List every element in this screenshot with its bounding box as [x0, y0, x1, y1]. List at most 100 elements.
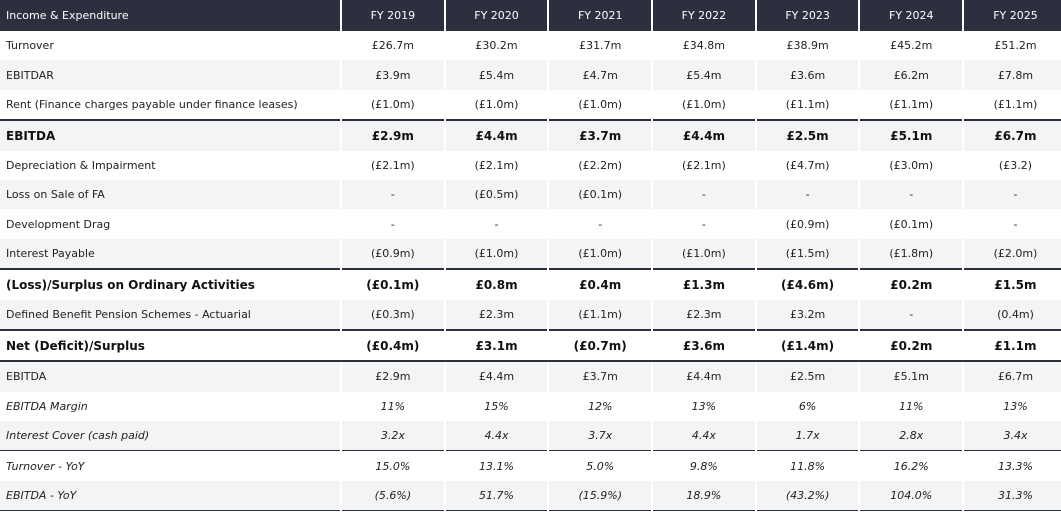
row-value: 4.4x: [651, 421, 756, 451]
row-value: 51.7%: [443, 480, 549, 512]
row-value: £45.2m: [858, 31, 964, 61]
row-value: £5.4m: [651, 60, 756, 90]
row-value: £0.2m: [858, 328, 964, 363]
row-value: (£3.0m): [858, 150, 964, 180]
row-value: 15%: [443, 391, 549, 422]
table-row: Turnover £26.7m £30.2m £31.7m £34.8m £38.9m £4…: [0, 31, 1061, 61]
table-row: EBITDA Margin 11% 15% 12% 13% 6% 11% 13%: [0, 391, 1061, 422]
row-label: EBITDA Margin: [0, 391, 341, 422]
row-value: £4.4m: [651, 119, 756, 151]
row-value: (£2.1m): [443, 150, 549, 180]
row-value: £4.4m: [443, 361, 549, 392]
row-value: 1.7x: [754, 421, 860, 451]
row-label: Defined Benefit Pension Schemes - Actuar…: [0, 299, 341, 330]
row-value: (£1.8m): [858, 238, 964, 270]
row-value: -: [962, 209, 1061, 239]
row-value: -: [962, 179, 1061, 210]
table-row: EBITDAR £3.9m £5.4m £4.7m £5.4m £3.6m £6.2m £7.…: [0, 60, 1061, 90]
row-value: £2.5m: [754, 119, 860, 151]
row-value: (43.2%): [754, 480, 860, 512]
row-value: (£1.1m): [858, 89, 964, 121]
row-value: £6.2m: [858, 60, 964, 90]
row-label: Turnover: [0, 31, 341, 61]
table-row: Interest Cover (cash paid) 3.2x 4.4x 3.7x 4.…: [0, 421, 1061, 451]
table-row: EBITDA - YoY (5.6%) 51.7% (15.9%) 18.9% (43.2…: [0, 480, 1061, 512]
row-value: -: [340, 179, 445, 210]
row-value: £1.1m: [962, 328, 1061, 363]
row-label: Turnover - YoY: [0, 450, 341, 481]
row-value: 18.9%: [651, 480, 756, 512]
row-value: £5.1m: [858, 119, 964, 151]
header-year: FY 2024: [858, 0, 964, 31]
row-value: £2.5m: [754, 361, 860, 392]
row-value: (£1.5m): [754, 238, 860, 270]
row-value: £1.3m: [651, 268, 756, 300]
row-value: £5.4m: [443, 60, 549, 90]
row-value: 13.3%: [962, 450, 1061, 481]
row-value: 5.0%: [547, 450, 653, 481]
row-value: (£0.4m): [340, 328, 445, 363]
row-value: (£0.5m): [443, 179, 549, 210]
row-label: Depreciation & Impairment: [0, 150, 341, 180]
income-expenditure-table: Income & Expenditure FY 2019 FY 2020 FY …: [0, 0, 1061, 512]
row-value: 6%: [754, 391, 860, 422]
row-value: -: [547, 209, 653, 239]
header-label: Income & Expenditure: [0, 0, 341, 31]
row-value: (£2.1m): [651, 150, 756, 180]
row-label: Interest Cover (cash paid): [0, 421, 341, 451]
row-value: £34.8m: [651, 31, 756, 61]
row-value: (£3.2): [962, 150, 1061, 180]
row-label: EBITDAR: [0, 60, 341, 90]
row-value: 2.8x: [858, 421, 964, 451]
row-value: 11%: [858, 391, 964, 422]
row-label: Interest Payable: [0, 238, 341, 270]
row-value: £3.1m: [443, 328, 549, 363]
table-row: Interest Payable (£0.9m) (£1.0m) (£1.0m) (£1…: [0, 238, 1061, 270]
row-value: £30.2m: [443, 31, 549, 61]
row-label: Loss on Sale of FA: [0, 179, 341, 210]
row-value: (£4.6m): [754, 268, 860, 300]
row-label: Development Drag: [0, 209, 341, 239]
table-row: Loss on Sale of FA - (£0.5m) (£0.1m) - - - -: [0, 179, 1061, 210]
row-value: 11.8%: [754, 450, 860, 481]
row-label: EBITDA: [0, 119, 341, 151]
row-label: EBITDA: [0, 361, 341, 392]
row-value: -: [340, 209, 445, 239]
table-row: (Loss)/Surplus on Ordinary Activities (£0…: [0, 268, 1061, 300]
row-value: (£1.0m): [547, 89, 653, 121]
table-row: Net (Deficit)/Surplus (£0.4m) £3.1m (£0.7m)…: [0, 328, 1061, 363]
row-value: £5.1m: [858, 361, 964, 392]
row-value: £4.7m: [547, 60, 653, 90]
row-value: (15.9%): [547, 480, 653, 512]
row-value: 31.3%: [962, 480, 1061, 512]
row-value: £3.7m: [547, 119, 653, 151]
header-year: FY 2022: [651, 0, 756, 31]
row-value: £2.3m: [443, 299, 549, 330]
row-value: 11%: [340, 391, 445, 422]
row-label: Net (Deficit)/Surplus: [0, 328, 341, 363]
row-value: (£0.9m): [340, 238, 445, 270]
row-value: -: [858, 299, 964, 330]
table-row: Rent (Finance charges payable under fina…: [0, 89, 1061, 121]
row-value: £2.3m: [651, 299, 756, 330]
row-value: 104.0%: [858, 480, 964, 512]
row-value: £3.6m: [754, 60, 860, 90]
row-value: (£0.1m): [547, 179, 653, 210]
row-value: (£1.0m): [443, 238, 549, 270]
table-row: EBITDA £2.9m £4.4m £3.7m £4.4m £2.5m £5.1m £6.7…: [0, 361, 1061, 392]
row-value: 13%: [651, 391, 756, 422]
row-value: £6.7m: [962, 361, 1061, 392]
row-value: 13%: [962, 391, 1061, 422]
row-value: (£1.1m): [962, 89, 1061, 121]
table-row: Defined Benefit Pension Schemes - Actuar…: [0, 299, 1061, 330]
row-value: £2.9m: [340, 119, 445, 151]
row-value: -: [443, 209, 549, 239]
row-value: -: [651, 209, 756, 239]
row-value: (£0.1m): [340, 268, 445, 300]
row-value: (0.4m): [962, 299, 1061, 330]
row-value: -: [754, 179, 860, 210]
row-label: Rent (Finance charges payable under fina…: [0, 89, 341, 121]
row-value: £3.7m: [547, 361, 653, 392]
row-value: (£0.3m): [340, 299, 445, 330]
row-value: £3.6m: [651, 328, 756, 363]
